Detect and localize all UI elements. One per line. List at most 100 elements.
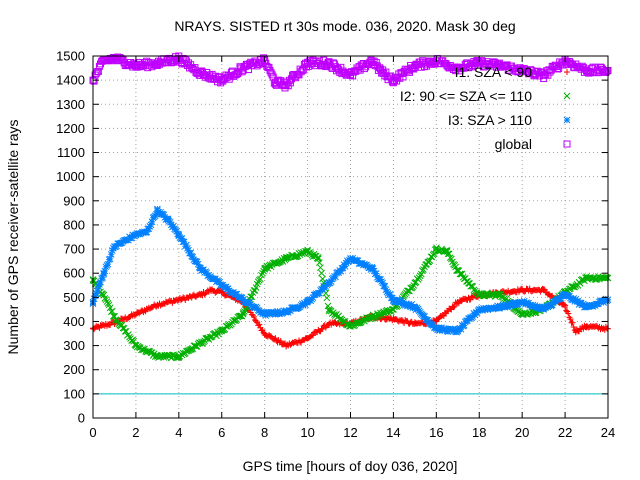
sample-point: [93, 287, 101, 295]
sample-point: [348, 321, 355, 329]
sample-point: [108, 307, 116, 315]
sample-point: [277, 337, 284, 344]
x-tick-label: 6: [218, 425, 225, 440]
sample-point: [532, 305, 540, 312]
sample-point: [309, 294, 317, 301]
sample-point: [173, 227, 181, 235]
x-tick-label: 10: [300, 425, 314, 440]
sample-point: [367, 266, 375, 273]
sample-point: [272, 335, 279, 342]
sample-point: [147, 221, 155, 229]
sample-point: [107, 251, 115, 258]
sample-point: [319, 325, 326, 332]
sample-point: [194, 260, 202, 268]
sample-point: [453, 328, 461, 336]
sample-point: [169, 351, 176, 359]
y-tick-label: 500: [63, 290, 85, 305]
sample-point: [603, 67, 611, 75]
x-axis: 0 2 4 6 8 10 12 14 16 18 20 22 24: [89, 56, 615, 440]
sample-point: [428, 253, 436, 261]
sample-point: [324, 302, 332, 310]
sample-point: [299, 301, 307, 309]
sample-point: [100, 270, 108, 278]
sample-point: [520, 297, 528, 305]
sample-point: [529, 301, 537, 309]
sample-point: [250, 287, 258, 294]
y-tick-label: 400: [63, 314, 85, 329]
sample-point: [519, 300, 527, 307]
sample-point: [90, 295, 98, 303]
sample-point: [257, 275, 264, 283]
sample-point: [335, 269, 343, 276]
sample-point: [92, 290, 100, 298]
sample-point: [382, 286, 390, 294]
sample-point: [603, 274, 611, 281]
sample-point: [103, 298, 111, 305]
y-tick-label: 900: [63, 193, 85, 208]
sample-point: [317, 264, 324, 271]
sample-point: [327, 278, 335, 285]
sample-point: [566, 292, 573, 300]
sample-point: [261, 309, 269, 317]
y-axis: 0 100 200 300 400 500 600 700 800 900 1000 1100 1200…: [56, 49, 608, 426]
sample-point: [548, 301, 556, 309]
sample-point: [426, 257, 434, 265]
sample-point: [160, 354, 168, 361]
sample-point: [167, 221, 175, 229]
sample-point: [97, 278, 104, 286]
sample-point: [233, 70, 241, 78]
sample-point: [106, 255, 114, 263]
sample-point: [174, 230, 182, 238]
sample-point: [450, 304, 457, 311]
sample-point: [224, 285, 232, 293]
sample-point: [312, 252, 320, 260]
sample-point: [193, 258, 201, 266]
sample-point: [238, 294, 246, 302]
legend-label: global: [495, 136, 532, 152]
sample-point: [557, 294, 565, 302]
sample-point: [570, 295, 578, 302]
sample-point: [381, 282, 389, 290]
y-tick-label: 100: [63, 386, 85, 401]
y-tick-label: 1400: [56, 73, 85, 88]
y-tick-label: 300: [63, 338, 85, 353]
sample-point: [569, 319, 576, 326]
legend: I1: SZA < 90 I2: 90 <= SZA <= 110 I3: SZA …: [400, 64, 571, 152]
sample-point: [342, 259, 350, 267]
sample-point: [262, 264, 270, 272]
sample-point: [258, 271, 265, 279]
sample-point: [102, 296, 110, 304]
x-tick-label: 12: [343, 425, 357, 440]
sample-point: [132, 341, 140, 349]
sample-point: [366, 315, 374, 323]
y-axis-label: Number of GPS receiver-satellite rays: [5, 120, 21, 355]
sample-point: [570, 324, 577, 331]
sample-point: [567, 316, 574, 323]
sample-point: [399, 298, 407, 306]
sample-point: [108, 247, 116, 254]
sample-point: [358, 259, 366, 267]
sample-point: [286, 79, 294, 87]
sample-point: [318, 269, 325, 277]
y-tick-label: 1000: [56, 169, 85, 184]
x-tick-label: 2: [132, 425, 139, 440]
sample-point: [260, 329, 267, 336]
sample-point: [259, 269, 266, 277]
y-tick-label: 200: [63, 362, 85, 377]
sample-point: [248, 293, 256, 301]
y-tick-label: 0: [78, 411, 85, 426]
x-tick-label: 8: [261, 425, 268, 440]
sample-point: [484, 306, 492, 314]
sample-point: [250, 313, 257, 320]
y-tick-label: 800: [63, 217, 85, 232]
sample-point: [510, 299, 517, 307]
series-i2: [89, 244, 612, 362]
x-tick-label: 18: [472, 425, 486, 440]
sample-point: [279, 309, 287, 317]
sample-point: [342, 321, 350, 328]
sample-point: [407, 303, 414, 311]
x-tick-label: 16: [429, 425, 443, 440]
sample-point: [316, 289, 323, 297]
legend-marker: [564, 69, 570, 75]
